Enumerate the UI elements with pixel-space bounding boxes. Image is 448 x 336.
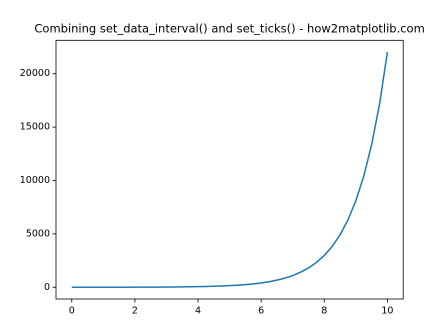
y-tick-label: 5000	[26, 228, 50, 239]
y-tick-label: 10000	[20, 175, 50, 186]
plot-frame	[55, 39, 404, 300]
y-tick-label: 20000	[20, 68, 50, 79]
line	[71, 51, 389, 288]
y-tick-label: 15000	[20, 122, 50, 133]
x-tick-label: 2	[132, 306, 138, 317]
chart-title: Combining set_data_interval() and set_ti…	[34, 22, 424, 36]
y-tick-label: 0	[44, 282, 50, 293]
x-tick-label: 10	[381, 306, 393, 317]
x-tick-label: 8	[321, 306, 327, 317]
x-tick-label: 4	[195, 306, 201, 317]
x-tick-label: 0	[69, 306, 75, 317]
x-tick-label: 6	[258, 306, 264, 317]
